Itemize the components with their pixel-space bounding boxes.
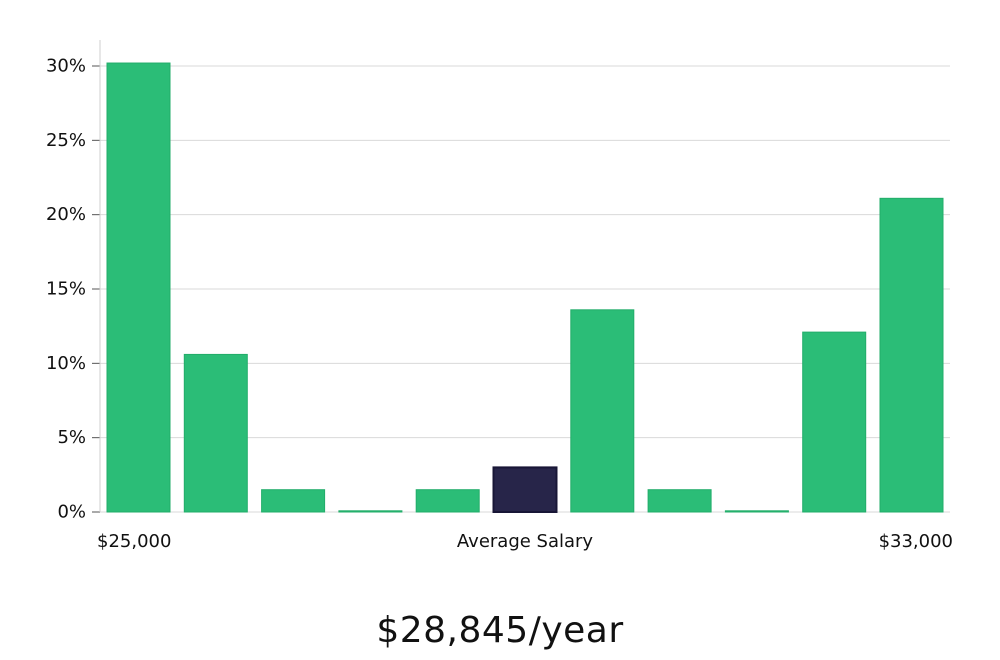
bar: [724, 510, 789, 513]
x-axis-min-label: $25,000: [97, 531, 171, 552]
bar: [415, 489, 480, 513]
average-salary-value: $28,845/year: [376, 610, 624, 651]
y-tick-label: 5%: [57, 427, 86, 448]
y-tick-label: 15%: [46, 279, 86, 300]
bar: [802, 331, 867, 513]
bar-highlighted: [492, 466, 558, 513]
y-axis-ticks: 0% 5% 10% 15% 20% 25% 30%: [46, 56, 100, 523]
y-tick-label: 10%: [46, 353, 86, 374]
bar: [106, 62, 171, 513]
bar: [183, 353, 248, 513]
bar: [647, 489, 712, 513]
salary-distribution-chart: 0% 5% 10% 15% 20% 25% 30% $25,000 Average Sala…: [46, 40, 953, 552]
y-tick-label: 0%: [57, 502, 86, 523]
y-tick-label: 30%: [46, 56, 86, 77]
x-axis-max-label: $33,000: [879, 531, 953, 552]
y-tick-label: 20%: [46, 204, 86, 225]
y-tick-label: 25%: [46, 130, 86, 151]
bar: [879, 197, 944, 513]
bar: [570, 309, 635, 513]
bar: [338, 510, 403, 513]
bars: [106, 62, 944, 513]
bar: [261, 489, 326, 513]
x-axis-title: Average Salary: [457, 531, 594, 552]
